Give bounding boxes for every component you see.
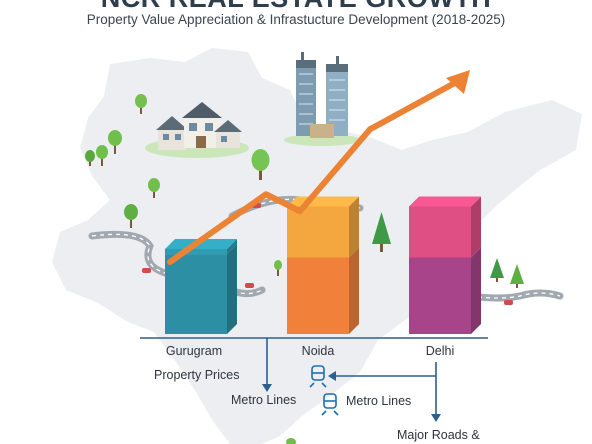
bar-noida-top	[287, 196, 359, 207]
tree-icon	[85, 150, 95, 166]
trees	[85, 94, 524, 288]
bar-delhi-side-1	[471, 196, 481, 258]
bar-gurugram-segment-1	[165, 249, 227, 255]
legend-metro-lines-right: Metro Lines	[346, 394, 412, 408]
trend-group	[167, 70, 470, 265]
bar-noida-segment-1	[287, 206, 349, 258]
tree-icon	[510, 264, 524, 288]
metro-train-icon	[321, 393, 339, 416]
tree-icon	[96, 145, 108, 166]
car-icon	[142, 268, 151, 273]
road-east	[466, 289, 564, 302]
road-dashes	[91, 198, 561, 299]
category-label-noida: Noida	[301, 344, 335, 358]
bar-noida-side-0	[349, 247, 359, 334]
tree-icon	[108, 130, 122, 154]
bars-group	[165, 196, 481, 334]
trend-arrowhead	[446, 70, 470, 94]
bar-gurugram-side-1	[227, 239, 237, 255]
car-icon	[504, 300, 513, 305]
bar-gurugram-side-0	[227, 244, 237, 334]
bar-noida-segment-0	[287, 257, 349, 334]
bar-delhi-side-0	[471, 247, 481, 334]
car-icon	[245, 283, 254, 288]
trend-line	[167, 76, 465, 265]
houses-illustration	[145, 102, 249, 158]
tree-icon	[286, 438, 296, 444]
bar-delhi-segment-1	[409, 206, 471, 258]
chart-title: NCR REAL ESTATE GROWTH	[0, 0, 592, 14]
bar-gurugram-top	[165, 239, 237, 249]
tree-icon	[490, 258, 504, 282]
arrow-down-icon	[262, 384, 272, 392]
metro-train-icon	[309, 365, 327, 388]
tree-icon	[135, 94, 147, 114]
tree-icon	[372, 212, 391, 252]
chart-subtitle: Property Value Appreciation & Infrastuct…	[86, 12, 506, 27]
legend-major-roads: Major Roads &	[397, 428, 480, 442]
legend-property-prices: Property Prices	[154, 368, 240, 382]
tree-icon	[124, 204, 138, 228]
bar-delhi-segment-0	[409, 257, 471, 334]
legend-metro-lines-left: Metro Lines	[231, 393, 297, 407]
bar-gurugram-segment-0	[165, 254, 227, 334]
axis-and-connectors	[140, 337, 488, 422]
car-icons	[142, 203, 513, 305]
category-label-delhi: Delhi	[425, 344, 455, 358]
bar-delhi-top	[409, 196, 481, 207]
bar-noida-side-1	[349, 196, 359, 258]
tree-icon	[251, 149, 270, 180]
tree-icon	[148, 178, 160, 198]
skyscrapers-illustration	[284, 52, 360, 146]
category-label-gurugram: Gurugram	[165, 344, 223, 358]
tree-icon	[274, 260, 282, 276]
